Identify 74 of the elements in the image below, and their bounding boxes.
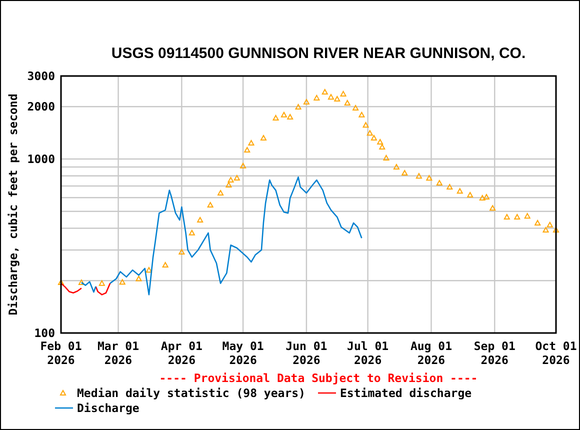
point bbox=[334, 96, 340, 102]
point bbox=[303, 99, 310, 105]
x-tick-label: Mar 01 2026 bbox=[98, 339, 140, 367]
point bbox=[119, 279, 126, 285]
point bbox=[479, 194, 486, 200]
point bbox=[490, 205, 496, 211]
point bbox=[377, 139, 384, 145]
y-tick-label: 3000 bbox=[27, 69, 56, 83]
point bbox=[146, 267, 152, 273]
y-tick-label: 100 bbox=[34, 326, 56, 340]
legend-label: Median daily statistic (98 years) bbox=[77, 386, 306, 400]
point bbox=[207, 202, 214, 208]
point bbox=[352, 104, 359, 110]
x-tick-label: Oct 01 2026 bbox=[535, 339, 577, 367]
point bbox=[295, 104, 302, 110]
point bbox=[98, 280, 105, 286]
point bbox=[280, 112, 287, 118]
legend-label: Estimated discharge bbox=[340, 386, 472, 400]
point bbox=[393, 164, 400, 170]
point bbox=[514, 214, 520, 220]
point bbox=[426, 175, 432, 181]
point bbox=[234, 174, 240, 180]
point bbox=[483, 194, 490, 200]
y-tick-label: 1000 bbox=[27, 152, 56, 166]
x-tick-label: Jul 01 2026 bbox=[347, 339, 389, 367]
point bbox=[436, 180, 442, 186]
point bbox=[260, 135, 266, 141]
point bbox=[197, 217, 204, 223]
point bbox=[504, 214, 510, 220]
chart-title: USGS 09114500 GUNNISON RIVER NEAR GUNNISON, CO. bbox=[111, 45, 526, 62]
x-tick-label: Feb 01 2026 bbox=[40, 339, 82, 367]
x-tick-label: May 01 2026 bbox=[222, 339, 264, 367]
point bbox=[322, 88, 328, 94]
point bbox=[78, 280, 84, 286]
point bbox=[340, 90, 346, 96]
point bbox=[534, 220, 541, 226]
point bbox=[178, 249, 185, 255]
point bbox=[272, 114, 279, 120]
point bbox=[379, 144, 386, 150]
point bbox=[467, 192, 474, 198]
point bbox=[446, 184, 453, 190]
point bbox=[58, 280, 64, 286]
x-tick-label: Jun 01 2026 bbox=[286, 339, 328, 367]
legend-label: Discharge bbox=[77, 401, 140, 415]
point bbox=[383, 154, 390, 160]
point bbox=[287, 114, 294, 120]
point bbox=[188, 230, 195, 236]
point bbox=[248, 140, 254, 146]
point bbox=[240, 162, 246, 168]
point bbox=[456, 188, 463, 194]
point bbox=[362, 122, 369, 128]
y-axis-title: Discharge, cubic feet per second bbox=[6, 94, 20, 316]
point bbox=[542, 226, 549, 232]
point bbox=[218, 190, 224, 196]
text: ---- Provisional Data Subject to Revision ---- bbox=[159, 371, 478, 385]
point bbox=[244, 146, 250, 152]
y-tick-label: 2000 bbox=[27, 100, 56, 114]
x-tick-label: Aug 01 2026 bbox=[410, 339, 452, 367]
point bbox=[524, 213, 530, 219]
point bbox=[366, 130, 373, 136]
point bbox=[344, 100, 350, 106]
point bbox=[328, 94, 334, 100]
x-tick-label: Apr 01 2026 bbox=[160, 339, 203, 367]
point bbox=[136, 276, 142, 282]
point bbox=[228, 177, 234, 183]
point bbox=[314, 94, 320, 100]
x-tick-label: Sep 01 2026 bbox=[474, 339, 516, 367]
point bbox=[162, 262, 168, 268]
point bbox=[416, 173, 422, 179]
point bbox=[226, 182, 232, 188]
point bbox=[358, 112, 365, 118]
point bbox=[546, 222, 553, 228]
point bbox=[402, 170, 408, 176]
point bbox=[370, 135, 377, 141]
